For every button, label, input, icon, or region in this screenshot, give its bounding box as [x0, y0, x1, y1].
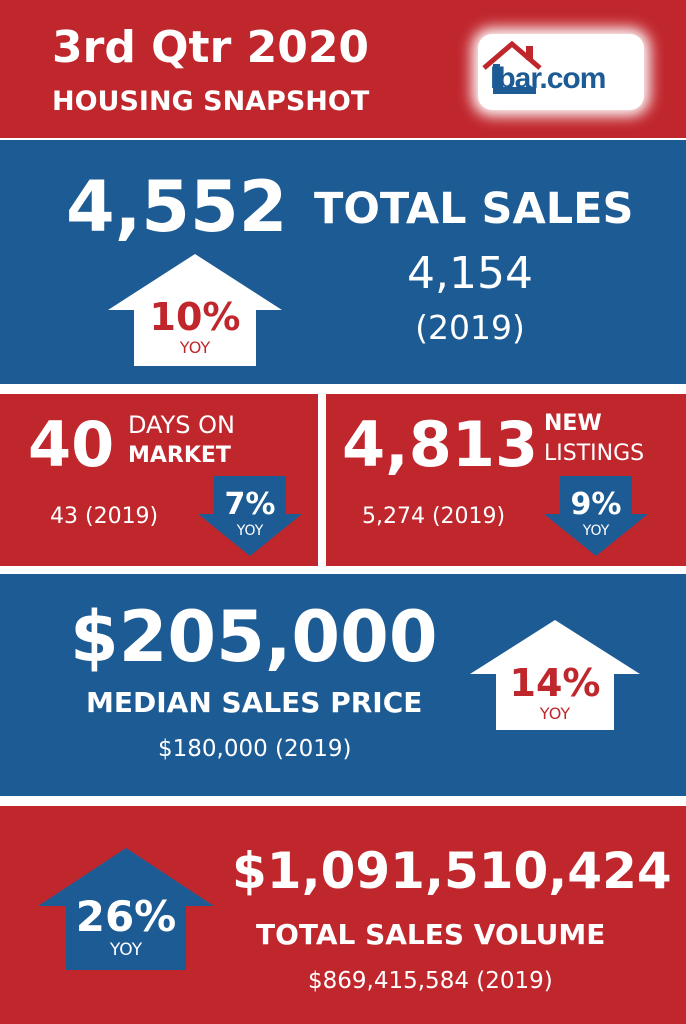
sales-volume-change-label: YOY: [109, 940, 143, 960]
total-sales-value: 4,552: [66, 166, 288, 248]
median-price-change-pct: 14%: [509, 661, 601, 705]
days-on-market-label-2: MARKET: [128, 443, 231, 468]
days-on-market-prev: 43 (2019): [50, 504, 159, 529]
lbar-logo[interactable]: lbar.com: [478, 34, 644, 110]
logo-text: lbar.com: [490, 62, 606, 95]
total-sales-panel: 4,552 TOTAL SALES 4,154 (2019) 10% YOY: [0, 140, 686, 384]
new-listings-prev: 5,274 (2019): [362, 504, 506, 529]
median-price-value: $205,000: [70, 596, 438, 678]
median-price-change-label: YOY: [539, 704, 571, 723]
days-on-market-change-label: YOY: [236, 523, 264, 539]
new-listings-value: 4,813: [342, 408, 539, 481]
new-listings-change-label: YOY: [582, 523, 610, 539]
up-arrow-icon: [470, 620, 640, 730]
new-listings-change-arrow: 9% YOY: [544, 476, 648, 556]
total-sales-prev-value: 4,154: [407, 248, 533, 299]
days-on-market-value: 40: [28, 408, 115, 481]
total-sales-change-pct: 10%: [149, 295, 241, 339]
days-on-market-change-pct: 7%: [224, 487, 276, 522]
new-listings-change-pct: 9%: [570, 487, 622, 522]
sales-volume-change-arrow: 26% YOY: [38, 848, 214, 970]
total-sales-change-arrow: 10% YOY: [108, 254, 282, 366]
median-price-panel: $205,000 MEDIAN SALES PRICE $180,000 (20…: [0, 574, 686, 796]
header-panel: 3rd Qtr 2020 HOUSING SNAPSHOT lbar.com: [0, 0, 686, 138]
sales-volume-panel: $1,091,510,424 TOTAL SALES VOLUME $869,4…: [0, 806, 686, 1024]
days-on-market-panel: 40 DAYS ON MARKET 43 (2019) 7% YOY: [0, 394, 318, 566]
days-on-market-label-1: DAYS ON: [128, 411, 235, 439]
sales-volume-change-pct: 26%: [75, 892, 177, 941]
down-arrow-icon: [198, 476, 302, 556]
page-title: 3rd Qtr 2020: [52, 22, 370, 73]
new-listings-label-1: NEW: [544, 411, 602, 436]
new-listings-label-2: LISTINGS: [544, 441, 645, 466]
total-sales-prev-year: (2019): [415, 308, 525, 347]
days-on-market-change-arrow: 7% YOY: [198, 476, 302, 556]
new-listings-panel: 4,813 NEW LISTINGS 5,274 (2019) 9% YOY: [326, 394, 686, 566]
sales-volume-prev: $869,415,584 (2019): [308, 968, 553, 994]
sales-volume-label: TOTAL SALES VOLUME: [256, 918, 606, 951]
up-arrow-icon: [38, 848, 214, 970]
median-price-change-arrow: 14% YOY: [470, 620, 640, 730]
median-price-prev: $180,000 (2019): [158, 736, 352, 762]
page-subtitle: HOUSING SNAPSHOT: [52, 86, 370, 117]
up-arrow-icon: [108, 254, 282, 366]
house-roof-icon: [482, 40, 542, 94]
total-sales-change-label: YOY: [179, 338, 211, 357]
down-arrow-icon: [544, 476, 648, 556]
sales-volume-value: $1,091,510,424: [232, 842, 672, 900]
total-sales-label: TOTAL SALES: [314, 184, 634, 234]
median-price-label: MEDIAN SALES PRICE: [86, 686, 423, 719]
